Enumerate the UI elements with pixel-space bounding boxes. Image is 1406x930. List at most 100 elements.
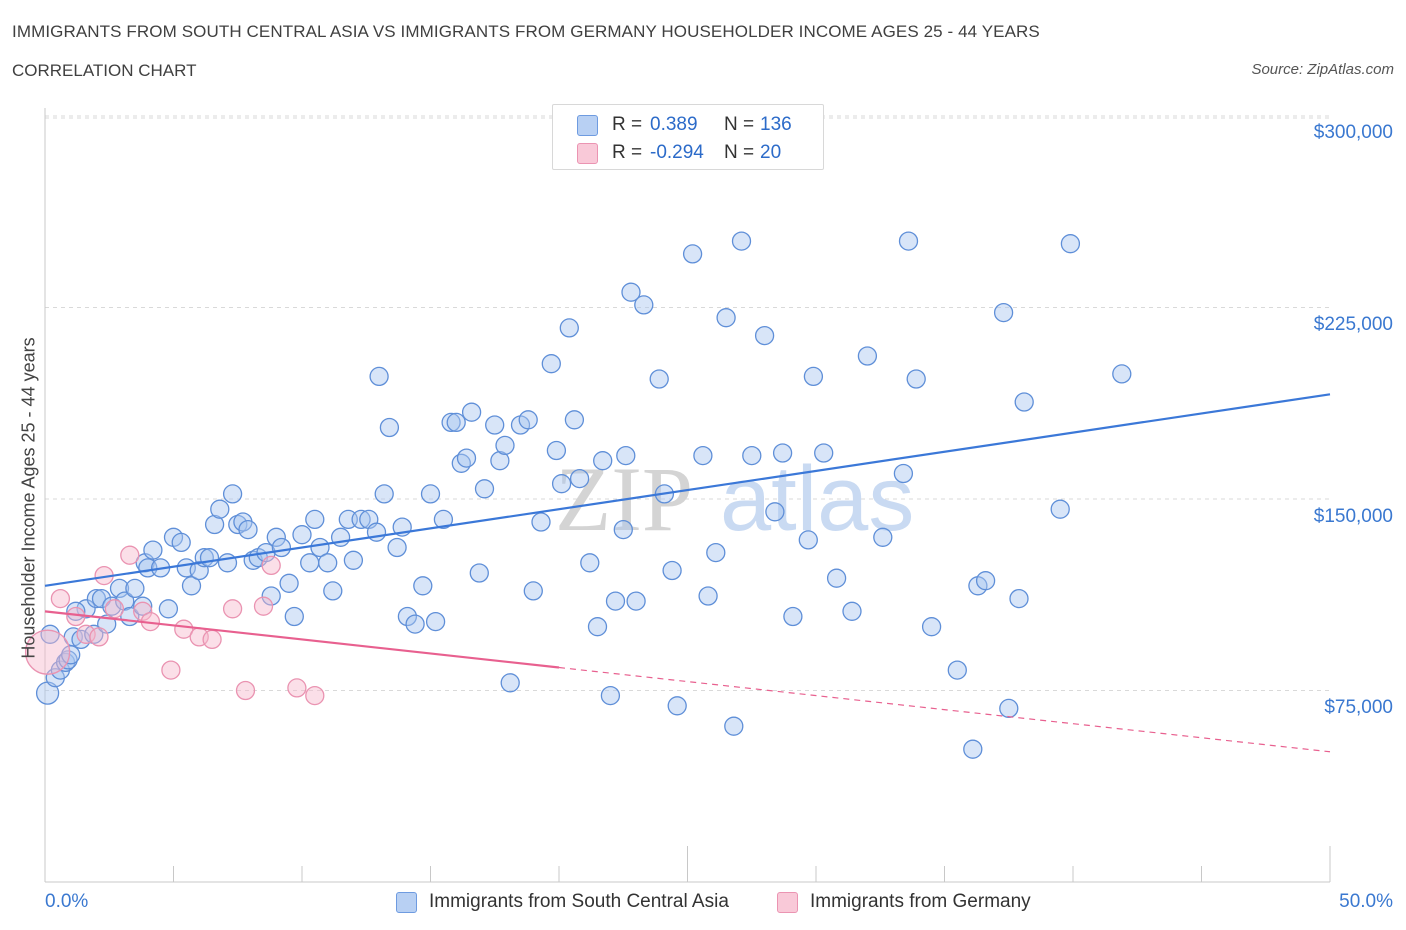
point-south-central-asia bbox=[706, 542, 726, 563]
point-south-central-asia bbox=[143, 540, 163, 560]
point-germany bbox=[261, 555, 281, 576]
point-germany bbox=[120, 545, 140, 565]
legend-row-south-central-asia: R = 0.389 N = 136 bbox=[577, 114, 792, 136]
point-south-central-asia bbox=[621, 282, 641, 302]
point-germany bbox=[104, 599, 125, 619]
point-south-central-asia bbox=[133, 596, 153, 616]
point-south-central-asia bbox=[1060, 234, 1081, 254]
point-south-central-asia bbox=[921, 617, 942, 637]
y-tick-150000: $150,000 bbox=[1313, 506, 1393, 527]
point-south-central-asia bbox=[86, 588, 107, 609]
trend-line-south-central-asia bbox=[44, 393, 1331, 587]
point-south-central-asia bbox=[158, 599, 179, 619]
point-south-central-asia bbox=[485, 415, 505, 435]
point-south-central-asia bbox=[366, 522, 387, 542]
point-south-central-asia bbox=[975, 571, 996, 591]
point-south-central-asia bbox=[310, 537, 330, 558]
trend-line-germany-dashed bbox=[558, 666, 1331, 753]
point-south-central-asia bbox=[772, 443, 793, 463]
point-south-central-asia bbox=[783, 606, 803, 627]
point-south-central-asia bbox=[754, 325, 775, 346]
point-south-central-asia bbox=[731, 231, 752, 251]
point-south-central-asia bbox=[765, 502, 785, 522]
point-south-central-asia bbox=[742, 445, 762, 466]
source-label: Source: ZipAtlas.com bbox=[1251, 61, 1394, 78]
point-germany bbox=[202, 629, 222, 650]
point-south-central-asia bbox=[425, 611, 446, 632]
point-germany bbox=[235, 680, 256, 701]
bottom-legend-label: Immigrants from South Central Asia bbox=[429, 891, 729, 912]
point-germany bbox=[287, 678, 307, 698]
point-south-central-asia bbox=[420, 484, 441, 504]
point-south-central-asia bbox=[559, 318, 579, 338]
point-south-central-asia bbox=[204, 514, 225, 535]
point-south-central-asia bbox=[441, 412, 461, 433]
y-tick-300000: $300,000 bbox=[1313, 122, 1393, 143]
point-south-central-asia bbox=[947, 660, 967, 680]
legend-n-label: N = bbox=[724, 114, 755, 135]
point-south-central-asia bbox=[569, 468, 590, 489]
point-south-central-asia bbox=[238, 519, 258, 540]
point-south-central-asia bbox=[605, 591, 626, 611]
point-south-central-asia bbox=[564, 410, 585, 430]
point-south-central-asia bbox=[580, 553, 600, 573]
point-south-central-asia bbox=[343, 550, 364, 570]
point-south-central-asia bbox=[84, 624, 104, 644]
point-south-central-asia bbox=[593, 451, 613, 471]
series-south-central-asia bbox=[35, 231, 1132, 759]
point-south-central-asia bbox=[662, 560, 682, 581]
point-south-central-asia bbox=[271, 537, 292, 558]
point-south-central-asia bbox=[266, 527, 286, 547]
x-tick-min: 0.0% bbox=[45, 891, 89, 912]
series-germany bbox=[24, 545, 325, 706]
point-germany bbox=[253, 596, 274, 616]
point-south-central-asia bbox=[461, 402, 482, 422]
point-south-central-asia bbox=[814, 443, 834, 463]
point-south-central-asia bbox=[613, 519, 633, 540]
point-south-central-asia bbox=[798, 530, 818, 550]
point-south-central-asia bbox=[993, 302, 1014, 323]
point-south-central-asia bbox=[1014, 392, 1034, 412]
point-south-central-asia bbox=[826, 568, 847, 588]
point-south-central-asia bbox=[279, 573, 299, 593]
point-south-central-asia bbox=[413, 576, 433, 596]
point-south-central-asia bbox=[626, 591, 646, 611]
point-germany bbox=[174, 619, 194, 639]
point-south-central-asia bbox=[387, 537, 407, 558]
legend-swatch-blue bbox=[577, 114, 598, 136]
point-south-central-asia bbox=[541, 354, 561, 374]
legend-n-label: N = bbox=[724, 142, 755, 163]
point-south-central-asia bbox=[842, 601, 862, 621]
legend-r-value: -0.294 bbox=[650, 142, 704, 163]
point-south-central-asia bbox=[616, 445, 636, 466]
legend-r-label: R = bbox=[612, 142, 643, 163]
point-south-central-asia bbox=[284, 606, 304, 627]
bottom-legend-south-central-asia: Immigrants from South Central Asia bbox=[396, 890, 729, 914]
point-south-central-asia bbox=[109, 578, 130, 599]
bottom-legend-label: Immigrants from Germany bbox=[810, 891, 1031, 912]
point-south-central-asia bbox=[803, 366, 824, 387]
point-germany bbox=[89, 627, 109, 647]
point-south-central-asia bbox=[125, 578, 145, 599]
point-south-central-asia bbox=[397, 606, 418, 627]
legend-swatch-pink bbox=[577, 142, 598, 164]
point-south-central-asia bbox=[649, 369, 669, 389]
point-south-central-asia bbox=[495, 435, 515, 456]
point-south-central-asia bbox=[1112, 364, 1132, 384]
point-germany bbox=[222, 599, 243, 619]
point-south-central-asia bbox=[474, 479, 495, 499]
point-south-central-asia bbox=[189, 560, 209, 581]
point-south-central-asia bbox=[999, 698, 1019, 719]
point-south-central-asia bbox=[323, 581, 343, 601]
point-south-central-asia bbox=[451, 453, 471, 473]
point-south-central-asia bbox=[433, 509, 454, 530]
trend-line-germany-solid bbox=[44, 610, 560, 669]
point-south-central-asia bbox=[893, 463, 914, 484]
point-south-central-asia bbox=[115, 591, 135, 611]
point-south-central-asia bbox=[500, 673, 520, 693]
point-south-central-asia bbox=[228, 514, 248, 535]
bottom-legend-swatch-pink bbox=[777, 891, 798, 913]
point-south-central-asia bbox=[469, 563, 489, 583]
point-south-central-asia bbox=[261, 586, 281, 606]
